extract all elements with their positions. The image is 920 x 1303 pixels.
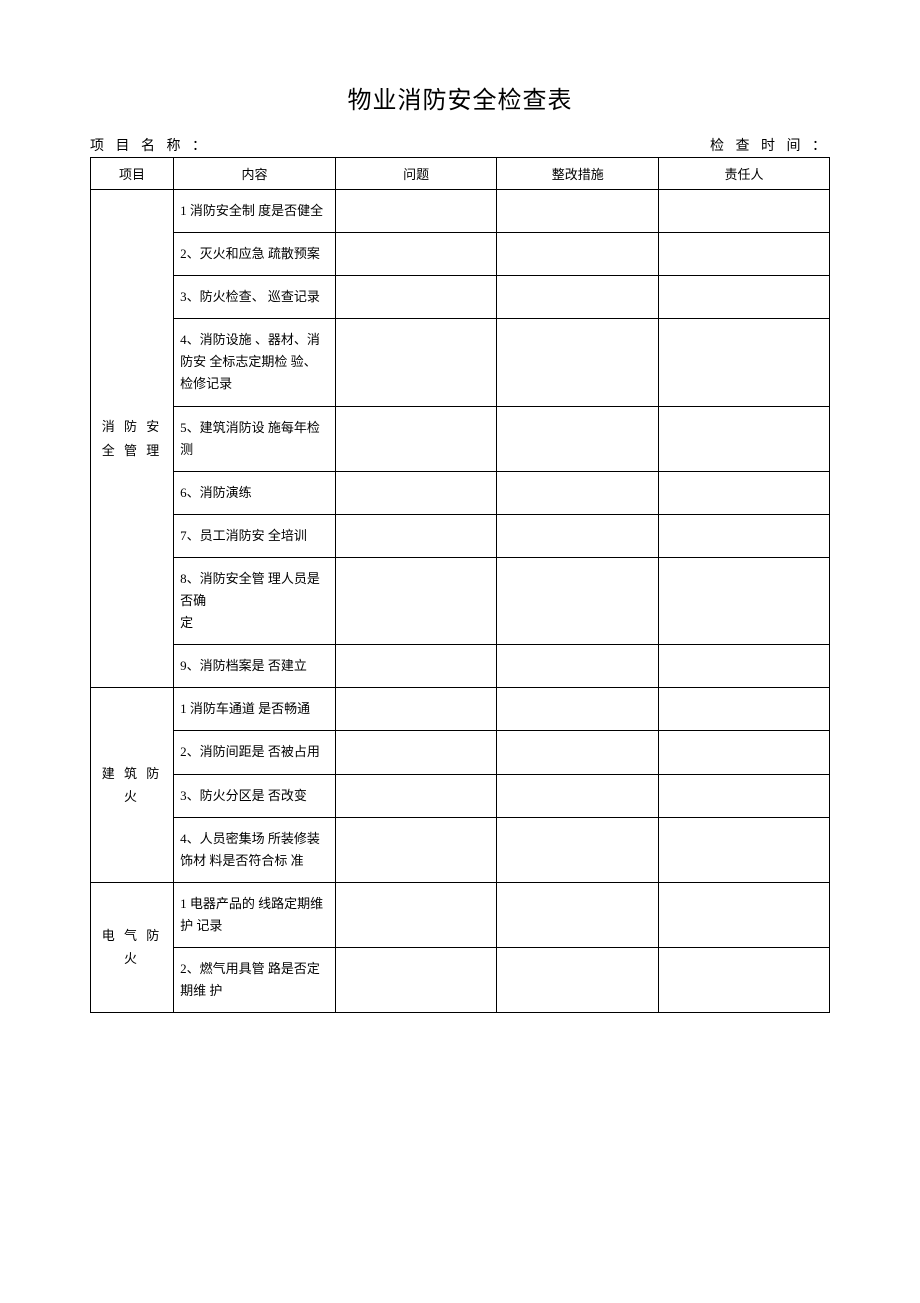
person-cell xyxy=(659,190,830,233)
action-cell xyxy=(497,688,659,731)
content-cell: 1 消防车通道 是否畅通 xyxy=(174,688,336,731)
problem-cell xyxy=(335,406,497,471)
action-cell xyxy=(497,645,659,688)
problem-cell xyxy=(335,233,497,276)
person-cell xyxy=(659,645,830,688)
table-row: 建 筑 防 火1 消防车通道 是否畅通 xyxy=(91,688,830,731)
project-name-label: 项 目 名 称 ： xyxy=(90,135,210,155)
person-cell xyxy=(659,514,830,557)
person-cell xyxy=(659,471,830,514)
table-row: 3、防火分区是 否改变 xyxy=(91,774,830,817)
person-cell xyxy=(659,276,830,319)
content-cell: 2、燃气用具管 路是否定期维 护 xyxy=(174,947,336,1012)
problem-cell xyxy=(335,645,497,688)
problem-cell xyxy=(335,276,497,319)
check-time-label: 检 查 时 间 ： xyxy=(710,135,830,155)
content-cell: 3、防火分区是 否改变 xyxy=(174,774,336,817)
table-row: 3、防火检查、 巡查记录 xyxy=(91,276,830,319)
header-person: 责任人 xyxy=(659,158,830,190)
action-cell xyxy=(497,233,659,276)
person-cell xyxy=(659,557,830,644)
problem-cell xyxy=(335,514,497,557)
problem-cell xyxy=(335,190,497,233)
content-cell: 9、消防档案是 否建立 xyxy=(174,645,336,688)
table-row: 2、消防间距是 否被占用 xyxy=(91,731,830,774)
table-row: 5、建筑消防设 施每年检测 xyxy=(91,406,830,471)
table-row: 9、消防档案是 否建立 xyxy=(91,645,830,688)
problem-cell xyxy=(335,882,497,947)
content-cell: 8、消防安全管 理人员是否确定 xyxy=(174,557,336,644)
problem-cell xyxy=(335,688,497,731)
action-cell xyxy=(497,731,659,774)
header-problem: 问题 xyxy=(335,158,497,190)
problem-cell xyxy=(335,947,497,1012)
person-cell xyxy=(659,882,830,947)
person-cell xyxy=(659,947,830,1012)
content-cell: 7、员工消防安 全培训 xyxy=(174,514,336,557)
action-cell xyxy=(497,557,659,644)
table-header-row: 项目 内容 问题 整改措施 责任人 xyxy=(91,158,830,190)
header-content: 内容 xyxy=(174,158,336,190)
action-cell xyxy=(497,947,659,1012)
header-project: 项目 xyxy=(91,158,174,190)
content-cell: 4、人员密集场 所装修装饰材 料是否符合标 准 xyxy=(174,817,336,882)
action-cell xyxy=(497,774,659,817)
action-cell xyxy=(497,882,659,947)
table-row: 电 气 防 火1 电器产品的 线路定期维护 记录 xyxy=(91,882,830,947)
action-cell xyxy=(497,817,659,882)
action-cell xyxy=(497,276,659,319)
content-cell: 6、消防演练 xyxy=(174,471,336,514)
table-row: 6、消防演练 xyxy=(91,471,830,514)
person-cell xyxy=(659,817,830,882)
person-cell xyxy=(659,406,830,471)
person-cell xyxy=(659,233,830,276)
content-cell: 2、灭火和应急 疏散预案 xyxy=(174,233,336,276)
problem-cell xyxy=(335,471,497,514)
content-cell: 5、建筑消防设 施每年检测 xyxy=(174,406,336,471)
action-cell xyxy=(497,190,659,233)
table-row: 4、人员密集场 所装修装饰材 料是否符合标 准 xyxy=(91,817,830,882)
category-cell: 电 气 防 火 xyxy=(91,882,174,1012)
person-cell xyxy=(659,774,830,817)
table-row: 7、员工消防安 全培训 xyxy=(91,514,830,557)
inspection-table: 项目 内容 问题 整改措施 责任人 消 防 安 全 管 理1 消防安全制 度是否… xyxy=(90,157,830,1013)
action-cell xyxy=(497,406,659,471)
problem-cell xyxy=(335,774,497,817)
content-cell: 1 消防安全制 度是否健全 xyxy=(174,190,336,233)
problem-cell xyxy=(335,731,497,774)
category-cell: 消 防 安 全 管 理 xyxy=(91,190,174,688)
category-cell: 建 筑 防 火 xyxy=(91,688,174,882)
problem-cell xyxy=(335,557,497,644)
person-cell xyxy=(659,319,830,406)
person-cell xyxy=(659,688,830,731)
content-cell: 3、防火检查、 巡查记录 xyxy=(174,276,336,319)
content-cell: 4、消防设施 、器材、消防安 全标志定期检 验、检修记录 xyxy=(174,319,336,406)
table-row: 4、消防设施 、器材、消防安 全标志定期检 验、检修记录 xyxy=(91,319,830,406)
table-row: 8、消防安全管 理人员是否确定 xyxy=(91,557,830,644)
header-action: 整改措施 xyxy=(497,158,659,190)
person-cell xyxy=(659,731,830,774)
table-row: 2、灭火和应急 疏散预案 xyxy=(91,233,830,276)
problem-cell xyxy=(335,817,497,882)
action-cell xyxy=(497,471,659,514)
table-row: 2、燃气用具管 路是否定期维 护 xyxy=(91,947,830,1012)
document-title: 物业消防安全检查表 xyxy=(90,80,830,115)
content-cell: 2、消防间距是 否被占用 xyxy=(174,731,336,774)
content-cell: 1 电器产品的 线路定期维护 记录 xyxy=(174,882,336,947)
action-cell xyxy=(497,319,659,406)
table-row: 消 防 安 全 管 理1 消防安全制 度是否健全 xyxy=(91,190,830,233)
table-body: 消 防 安 全 管 理1 消防安全制 度是否健全2、灭火和应急 疏散预案3、防火… xyxy=(91,190,830,1013)
problem-cell xyxy=(335,319,497,406)
meta-row: 项 目 名 称 ： 检 查 时 间 ： xyxy=(90,135,830,155)
action-cell xyxy=(497,514,659,557)
